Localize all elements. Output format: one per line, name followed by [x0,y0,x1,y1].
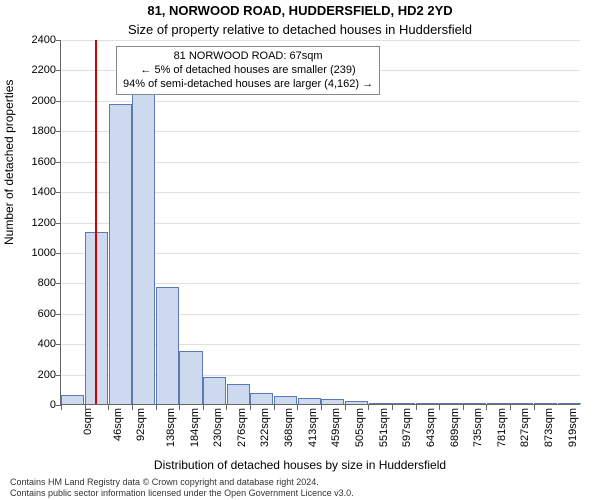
y-tick-label: 2200 [16,64,56,76]
x-tick-label: 873sqm [543,404,555,447]
x-tick-label: 230sqm [212,404,224,447]
annotation-line: 94% of semi-detached houses are larger (… [123,78,373,92]
annotation-line: ← 5% of detached houses are smaller (239… [123,64,373,78]
x-tick [486,405,487,410]
y-tick [56,192,61,193]
y-tick-label: 600 [16,308,56,320]
x-tick-label: 505sqm [354,404,366,447]
x-tick-label: 597sqm [401,404,413,447]
y-tick-label: 0 [16,399,56,411]
x-tick-label: 689sqm [449,404,461,447]
x-tick [179,405,180,410]
x-tick-label: 92sqm [135,404,147,441]
y-tick [56,101,61,102]
license-text: Contains HM Land Registry data © Crown c… [10,477,590,498]
x-tick [156,405,157,410]
y-tick-label: 200 [16,369,56,381]
y-tick-label: 2400 [16,34,56,46]
x-tick-label: 322sqm [260,404,272,447]
gridline [61,40,580,41]
chart-super-title: 81, NORWOOD ROAD, HUDDERSFIELD, HD2 2YD [0,3,600,18]
x-tick-label: 735sqm [472,404,484,447]
annotation-box: 81 NORWOOD ROAD: 67sqm← 5% of detached h… [116,46,380,95]
x-tick [274,405,275,410]
x-tick [108,405,109,410]
y-tick [56,131,61,132]
y-axis-label: Number of detached properties [2,80,16,245]
x-tick-label: 46sqm [112,404,124,441]
histogram-bar [61,395,84,404]
y-tick-label: 1200 [16,217,56,229]
x-tick-label: 413sqm [307,404,319,447]
y-tick-label: 1400 [16,186,56,198]
x-tick-label: 781sqm [496,404,508,447]
histogram-bar [179,351,202,404]
x-tick [203,405,204,410]
x-tick-label: 138sqm [165,404,177,447]
y-tick [56,223,61,224]
y-tick-label: 1600 [16,156,56,168]
y-tick [56,40,61,41]
x-tick [250,405,251,410]
x-tick-label: 551sqm [378,404,390,447]
x-tick-label: 459sqm [331,404,343,447]
x-tick [510,405,511,410]
histogram-bar [109,104,132,404]
x-tick [368,405,369,410]
annotation-line: 81 NORWOOD ROAD: 67sqm [123,50,373,64]
plot-area: 0sqm46sqm92sqm138sqm184sqm230sqm276sqm32… [60,40,580,405]
y-tick-label: 1000 [16,247,56,259]
y-tick [56,314,61,315]
x-tick-label: 919sqm [567,404,579,447]
histogram-bar [203,377,226,404]
x-tick [226,405,227,410]
x-tick [321,405,322,410]
y-tick [56,253,61,254]
y-tick-label: 400 [16,338,56,350]
histogram-bar [250,393,273,404]
y-tick [56,70,61,71]
x-tick [439,405,440,410]
x-axis-label: Distribution of detached houses by size … [0,458,600,472]
histogram-bar [274,396,297,404]
license-line-1: Contains HM Land Registry data © Crown c… [10,477,319,487]
x-tick-label: 827sqm [520,404,532,447]
x-tick [463,405,464,410]
chart-title: Size of property relative to detached ho… [0,22,600,37]
x-tick-label: 643sqm [425,404,437,447]
x-tick-label: 184sqm [189,404,201,447]
y-tick [56,162,61,163]
x-tick [61,405,62,410]
x-tick [392,405,393,410]
x-tick [132,405,133,410]
x-tick-label: 368sqm [283,404,295,447]
x-tick [416,405,417,410]
y-tick [56,283,61,284]
x-tick [85,405,86,410]
y-tick-label: 1800 [16,125,56,137]
y-tick [56,375,61,376]
x-tick [345,405,346,410]
y-tick-label: 800 [16,277,56,289]
x-tick-label: 276sqm [236,404,248,447]
histogram-bar [132,57,155,404]
property-size-chart: 81, NORWOOD ROAD, HUDDERSFIELD, HD2 2YD … [0,0,600,500]
y-tick-label: 2000 [16,95,56,107]
x-tick [534,405,535,410]
subject-property-marker [95,40,97,404]
y-tick [56,344,61,345]
x-tick [297,405,298,410]
license-line-2: Contains public sector information licen… [10,488,354,498]
histogram-bar [227,384,250,404]
histogram-bar [156,287,179,404]
